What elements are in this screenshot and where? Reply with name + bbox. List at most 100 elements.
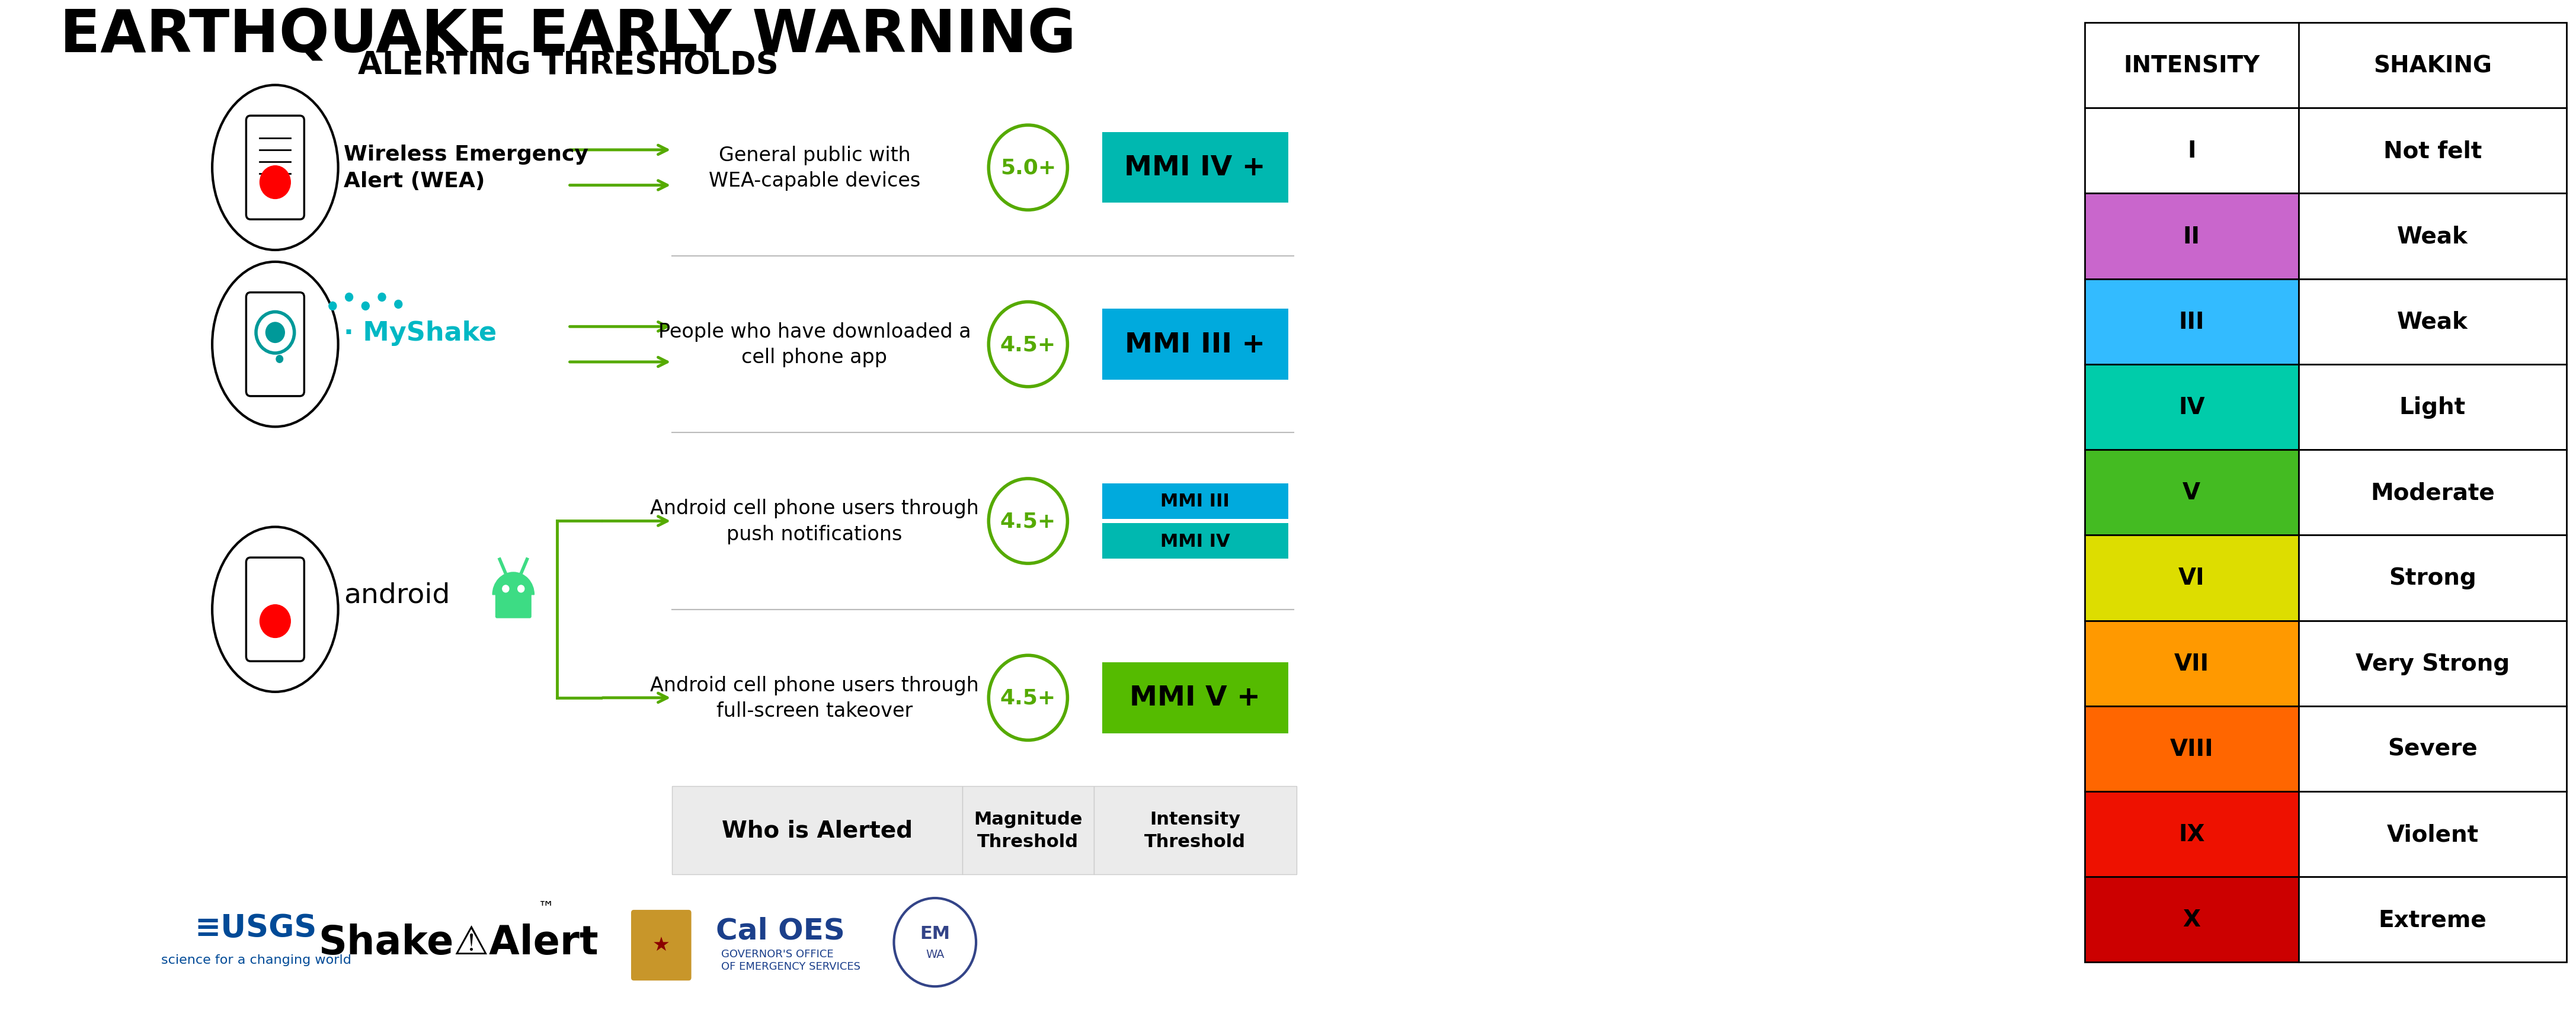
Text: People who have downloaded a
cell phone app: People who have downloaded a cell phone … bbox=[659, 322, 971, 368]
Bar bbox=[2298, 450, 2566, 535]
FancyBboxPatch shape bbox=[631, 910, 690, 981]
Bar bbox=[672, 786, 963, 875]
Text: General public with
WEA-capable devices: General public with WEA-capable devices bbox=[708, 145, 920, 191]
Circle shape bbox=[255, 312, 294, 354]
Bar bbox=[2084, 280, 2298, 365]
Text: I: I bbox=[2187, 140, 2195, 163]
Bar bbox=[1103, 663, 1288, 733]
Circle shape bbox=[265, 322, 286, 343]
Bar bbox=[2298, 792, 2566, 877]
Circle shape bbox=[989, 479, 1066, 564]
Circle shape bbox=[502, 586, 510, 593]
Text: ALERTING THRESHOLDS: ALERTING THRESHOLDS bbox=[358, 49, 778, 81]
Text: ★: ★ bbox=[652, 935, 670, 955]
Bar bbox=[1103, 309, 1288, 380]
Circle shape bbox=[894, 898, 976, 987]
Text: Not felt: Not felt bbox=[2383, 140, 2481, 163]
Circle shape bbox=[379, 293, 386, 302]
Bar bbox=[963, 786, 1095, 875]
Bar bbox=[2298, 706, 2566, 792]
Text: V: V bbox=[2182, 482, 2200, 504]
Text: MMI IV: MMI IV bbox=[1159, 532, 1229, 549]
Circle shape bbox=[276, 356, 283, 364]
Text: IV: IV bbox=[2179, 396, 2205, 418]
Text: EARTHQUAKE EARLY WARNING: EARTHQUAKE EARLY WARNING bbox=[59, 7, 1077, 65]
Text: Violent: Violent bbox=[2385, 823, 2478, 845]
Text: Wireless Emergency
Alert (WEA): Wireless Emergency Alert (WEA) bbox=[343, 144, 587, 191]
Text: 4.5+: 4.5+ bbox=[999, 334, 1056, 355]
Circle shape bbox=[260, 605, 291, 638]
Text: Cal OES: Cal OES bbox=[716, 916, 845, 944]
Bar bbox=[2084, 621, 2298, 706]
FancyBboxPatch shape bbox=[247, 116, 304, 220]
Text: MMI IV +: MMI IV + bbox=[1123, 155, 1265, 182]
Bar bbox=[2298, 194, 2566, 280]
Circle shape bbox=[260, 167, 291, 199]
Bar bbox=[2298, 365, 2566, 450]
Text: ≡USGS: ≡USGS bbox=[196, 912, 317, 943]
Text: Shake⚠Alert: Shake⚠Alert bbox=[319, 923, 598, 962]
Text: MMI III +: MMI III + bbox=[1126, 331, 1265, 358]
Text: VIII: VIII bbox=[2169, 737, 2213, 761]
Bar bbox=[1103, 523, 1288, 559]
Circle shape bbox=[345, 293, 353, 302]
Text: III: III bbox=[2179, 311, 2205, 333]
Text: Intensity
Threshold: Intensity Threshold bbox=[1144, 810, 1247, 850]
Bar bbox=[1103, 484, 1288, 519]
FancyBboxPatch shape bbox=[495, 593, 531, 618]
Text: MMI V +: MMI V + bbox=[1131, 685, 1260, 711]
Text: Weak: Weak bbox=[2398, 311, 2468, 333]
Bar bbox=[2084, 23, 2566, 108]
Circle shape bbox=[989, 302, 1066, 387]
Text: Weak: Weak bbox=[2398, 225, 2468, 247]
Text: Very Strong: Very Strong bbox=[2354, 652, 2509, 675]
Text: Android cell phone users through
full-screen takeover: Android cell phone users through full-sc… bbox=[649, 676, 979, 720]
Ellipse shape bbox=[211, 86, 337, 250]
Circle shape bbox=[330, 302, 337, 310]
Text: Who is Alerted: Who is Alerted bbox=[721, 819, 912, 841]
Text: Magnitude
Threshold: Magnitude Threshold bbox=[974, 810, 1082, 850]
Bar bbox=[2084, 792, 2298, 877]
Text: EM: EM bbox=[920, 925, 951, 942]
Text: VI: VI bbox=[2179, 567, 2205, 590]
Bar bbox=[2298, 535, 2566, 621]
Circle shape bbox=[989, 125, 1066, 210]
Text: 4.5+: 4.5+ bbox=[999, 511, 1056, 531]
Text: android: android bbox=[343, 582, 451, 608]
Text: · MyShake: · MyShake bbox=[343, 320, 497, 345]
Bar bbox=[2084, 194, 2298, 280]
FancyBboxPatch shape bbox=[247, 558, 304, 662]
Bar bbox=[2298, 280, 2566, 365]
Text: SHAKING: SHAKING bbox=[2372, 55, 2491, 77]
Text: WA: WA bbox=[925, 948, 945, 960]
Bar bbox=[1095, 786, 1296, 875]
FancyBboxPatch shape bbox=[247, 293, 304, 397]
Text: II: II bbox=[2182, 225, 2200, 247]
Ellipse shape bbox=[211, 263, 337, 427]
Text: 5.0+: 5.0+ bbox=[999, 158, 1056, 178]
Text: Light: Light bbox=[2398, 396, 2465, 418]
Text: X: X bbox=[2182, 908, 2200, 931]
Bar bbox=[2298, 877, 2566, 963]
Text: ™: ™ bbox=[538, 899, 554, 915]
Circle shape bbox=[361, 302, 368, 310]
Bar bbox=[1103, 132, 1288, 203]
Bar bbox=[2084, 706, 2298, 792]
Text: Extreme: Extreme bbox=[2378, 908, 2486, 931]
Circle shape bbox=[518, 586, 526, 593]
Bar bbox=[2084, 365, 2298, 450]
Bar bbox=[2084, 450, 2298, 535]
Bar bbox=[2298, 621, 2566, 706]
Text: IX: IX bbox=[2179, 823, 2205, 845]
Bar bbox=[2084, 108, 2298, 194]
Ellipse shape bbox=[211, 527, 337, 692]
Bar bbox=[2298, 108, 2566, 194]
Circle shape bbox=[394, 300, 402, 309]
Circle shape bbox=[989, 655, 1066, 740]
Text: 4.5+: 4.5+ bbox=[999, 688, 1056, 708]
Text: GOVERNOR'S OFFICE
OF EMERGENCY SERVICES: GOVERNOR'S OFFICE OF EMERGENCY SERVICES bbox=[721, 948, 860, 972]
Text: VII: VII bbox=[2174, 652, 2210, 675]
Text: science for a changing world: science for a changing world bbox=[160, 954, 350, 966]
Text: INTENSITY: INTENSITY bbox=[2123, 55, 2259, 77]
Bar bbox=[2084, 535, 2298, 621]
